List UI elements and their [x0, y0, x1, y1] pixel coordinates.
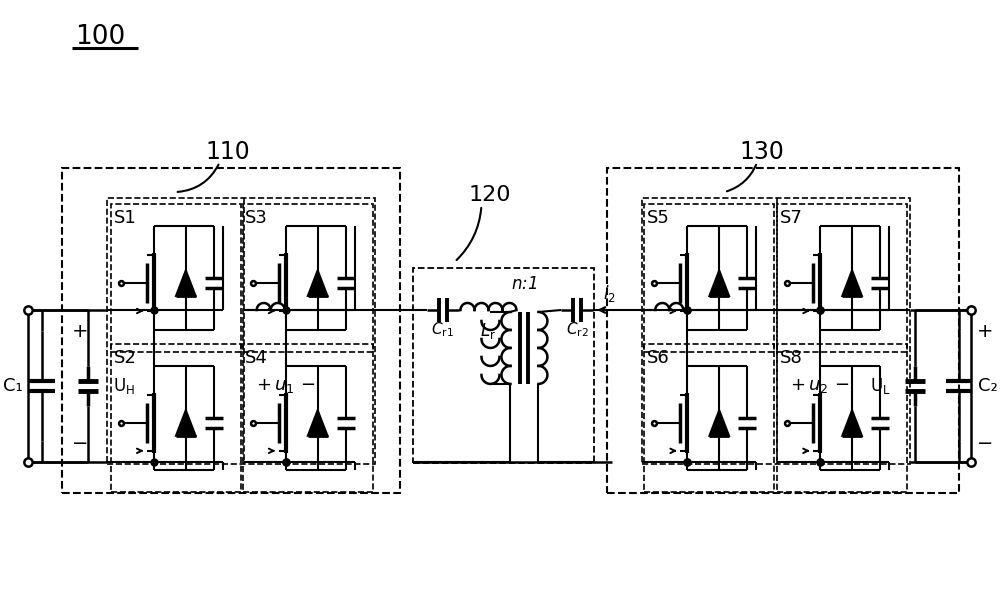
Bar [243, 204, 373, 352]
Text: +: + [72, 322, 88, 341]
Text: S6: S6 [647, 349, 670, 367]
Bar [642, 198, 910, 464]
Text: $+\,u_1\,-$: $+\,u_1\,-$ [256, 377, 315, 395]
Text: $C_\mathrm{r2}$: $C_\mathrm{r2}$ [566, 321, 589, 339]
Text: S1: S1 [113, 209, 136, 227]
Bar [62, 168, 400, 493]
Text: 130: 130 [740, 140, 785, 164]
Text: $L_\mathrm{r}$: $L_\mathrm{r}$ [480, 321, 496, 341]
Bar [777, 344, 907, 492]
Bar [607, 168, 959, 493]
Bar [243, 344, 373, 492]
Text: S2: S2 [113, 349, 136, 367]
Polygon shape [842, 270, 862, 296]
Polygon shape [308, 270, 328, 296]
Text: −: − [72, 435, 88, 453]
Text: 100: 100 [75, 24, 125, 50]
Bar [111, 344, 241, 492]
Text: S7: S7 [780, 209, 803, 227]
Bar [644, 344, 774, 492]
Text: 110: 110 [205, 140, 250, 164]
Polygon shape [176, 410, 196, 436]
Text: $i_2$: $i_2$ [603, 282, 616, 304]
Text: $n$:1: $n$:1 [511, 275, 538, 293]
Text: 120: 120 [468, 185, 511, 205]
Text: C₂: C₂ [978, 377, 998, 395]
Text: +: + [977, 322, 993, 341]
Text: S5: S5 [647, 209, 670, 227]
Text: S4: S4 [245, 349, 268, 367]
Bar [413, 268, 594, 463]
Bar [777, 204, 907, 352]
Polygon shape [842, 410, 862, 436]
Polygon shape [308, 410, 328, 436]
Text: S3: S3 [245, 209, 268, 227]
Text: U$_\mathrm{L}$: U$_\mathrm{L}$ [870, 376, 891, 396]
Text: S8: S8 [780, 349, 803, 367]
Text: −: − [977, 435, 993, 453]
Text: $+\,u_2\,-$: $+\,u_2\,-$ [790, 377, 850, 395]
Polygon shape [709, 270, 729, 296]
Text: C₁: C₁ [3, 377, 23, 395]
Text: U$_\mathrm{H}$: U$_\mathrm{H}$ [113, 376, 135, 396]
Polygon shape [176, 270, 196, 296]
Polygon shape [709, 410, 729, 436]
Bar [644, 204, 774, 352]
Bar [107, 198, 375, 464]
Bar [111, 204, 241, 352]
Text: $C_\mathrm{r1}$: $C_\mathrm{r1}$ [431, 321, 454, 339]
